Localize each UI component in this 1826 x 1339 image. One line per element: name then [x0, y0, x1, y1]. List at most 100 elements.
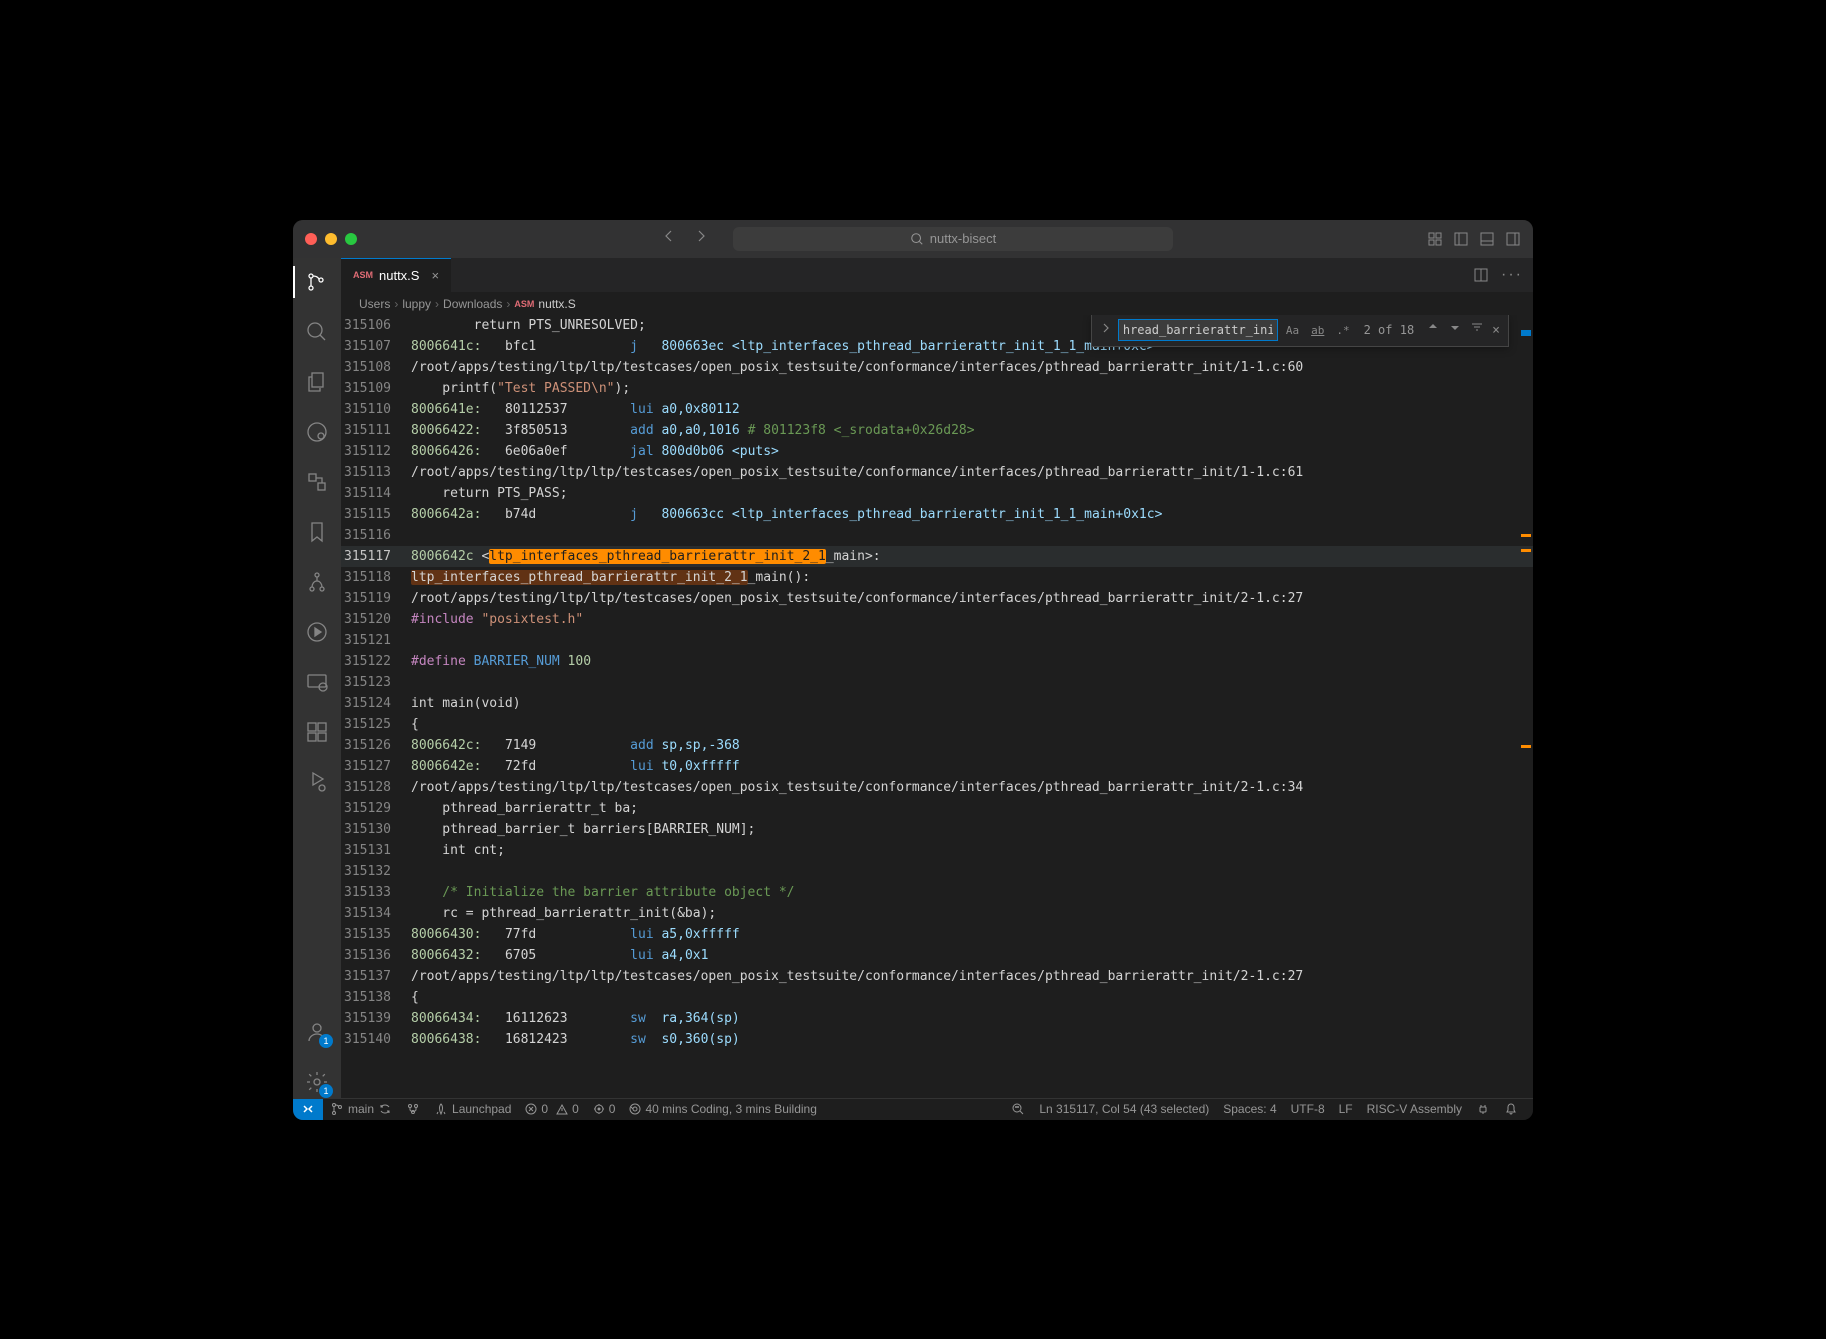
code-line[interactable]: 315132: [341, 861, 1533, 882]
code-line[interactable]: 31513980066434: 16112623 sw ra,364(sp): [341, 1008, 1533, 1029]
find-word-icon[interactable]: ab: [1307, 318, 1328, 343]
nav-forward[interactable]: [689, 224, 713, 253]
nav-back[interactable]: [657, 224, 681, 253]
files-icon[interactable]: [293, 366, 341, 398]
scroll-indicator[interactable]: [1519, 315, 1533, 1098]
code-line[interactable]: 3151268006642c: 7149 add sp,sp,-368: [341, 735, 1533, 756]
timing[interactable]: 40 mins Coding, 3 mins Building: [622, 1099, 823, 1120]
find-input[interactable]: [1118, 319, 1278, 341]
find-filter-icon[interactable]: [1468, 318, 1486, 343]
feedback-icon[interactable]: [1004, 1099, 1032, 1120]
code-line[interactable]: 315128/root/apps/testing/ltp/ltp/testcas…: [341, 777, 1533, 798]
line-number: 315119: [341, 588, 411, 609]
code-line[interactable]: 315109 printf("Test PASSED\n");: [341, 378, 1533, 399]
file-lang-badge: ASM: [353, 270, 373, 280]
code-line[interactable]: 315116: [341, 525, 1533, 546]
code-line[interactable]: 315133 /* Initialize the barrier attribu…: [341, 882, 1533, 903]
breadcrumb-segment[interactable]: Users: [359, 297, 390, 311]
remote-icon[interactable]: [293, 416, 341, 448]
bell-icon[interactable]: [1497, 1099, 1525, 1120]
code-line[interactable]: 3151108006641e: 80112537 lui a0,0x80112: [341, 399, 1533, 420]
git-branch[interactable]: main: [323, 1099, 399, 1120]
bookmark-icon[interactable]: [293, 516, 341, 548]
code-line[interactable]: 315129 pthread_barrierattr_t ba;: [341, 798, 1533, 819]
code-line[interactable]: 315121: [341, 630, 1533, 651]
git-tree-icon[interactable]: [293, 566, 341, 598]
line-number: 315139: [341, 1008, 411, 1029]
search-activity-icon[interactable]: [293, 316, 341, 348]
breadcrumbs[interactable]: Users›luppy›Downloads›ASM nuttx.S: [341, 293, 1533, 315]
source-control-icon[interactable]: [293, 466, 341, 498]
code-line[interactable]: 31513580066430: 77fd lui a5,0xfffff: [341, 924, 1533, 945]
find-close-icon[interactable]: ×: [1490, 318, 1502, 343]
breadcrumb-file[interactable]: nuttx.S: [538, 297, 575, 311]
split-editor-icon[interactable]: [1473, 267, 1489, 283]
accounts-icon[interactable]: 1: [293, 1016, 341, 1048]
problems[interactable]: 00: [518, 1099, 585, 1120]
debug-icon[interactable]: [293, 616, 341, 648]
breadcrumb-sep: ›: [435, 297, 439, 311]
git-graph-icon[interactable]: [399, 1099, 427, 1120]
more-actions-icon[interactable]: ···: [1501, 266, 1523, 284]
code-line[interactable]: 31511180066422: 3f850513 add a0,a0,1016 …: [341, 420, 1533, 441]
indentation[interactable]: Spaces: 4: [1216, 1099, 1283, 1120]
ports[interactable]: 0: [586, 1099, 623, 1120]
layout-grid-icon[interactable]: [1427, 231, 1443, 247]
code-line[interactable]: 315134 rc = pthread_barrierattr_init(&ba…: [341, 903, 1533, 924]
code-line[interactable]: 315137/root/apps/testing/ltp/ltp/testcas…: [341, 966, 1533, 987]
cursor-position[interactable]: Ln 315117, Col 54 (43 selected): [1032, 1099, 1216, 1120]
layout-panel-icon[interactable]: [1479, 231, 1495, 247]
code-line[interactable]: 315122#define BARRIER_NUM 100: [341, 651, 1533, 672]
breadcrumb-lang: ASM: [514, 299, 534, 309]
titlebar: nuttx-bisect: [293, 220, 1533, 258]
code-line[interactable]: 315120#include "posixtest.h": [341, 609, 1533, 630]
language-mode[interactable]: RISC-V Assembly: [1360, 1099, 1469, 1120]
remote-explorer-icon[interactable]: [293, 666, 341, 698]
code-line[interactable]: 3151178006642c <ltp_interfaces_pthread_b…: [341, 546, 1533, 567]
command-center[interactable]: nuttx-bisect: [733, 227, 1173, 251]
find-next-icon[interactable]: [1446, 318, 1464, 343]
code-line[interactable]: 315125{: [341, 714, 1533, 735]
settings-gear-icon[interactable]: 1: [293, 1066, 341, 1098]
window-minimize[interactable]: [325, 233, 337, 245]
find-expand-icon[interactable]: [1098, 318, 1114, 343]
breadcrumb-segment[interactable]: luppy: [402, 297, 431, 311]
plug-icon[interactable]: [1469, 1099, 1497, 1120]
layout-sidebar-left-icon[interactable]: [1453, 231, 1469, 247]
code-line[interactable]: 315124int main(void): [341, 693, 1533, 714]
code-line[interactable]: 315131 int cnt;: [341, 840, 1533, 861]
code-line[interactable]: 315118ltp_interfaces_pthread_barrierattr…: [341, 567, 1533, 588]
editor-tab[interactable]: ASM nuttx.S ×: [341, 258, 451, 292]
launchpad[interactable]: Launchpad: [427, 1099, 518, 1120]
tab-bar: ASM nuttx.S × ···: [341, 258, 1533, 293]
find-prev-icon[interactable]: [1424, 318, 1442, 343]
extensions-icon[interactable]: [293, 716, 341, 748]
find-regex-icon[interactable]: .*: [1332, 318, 1353, 343]
code-line[interactable]: 315123: [341, 672, 1533, 693]
code-line[interactable]: 3151158006642a: b74d j 800663cc <ltp_int…: [341, 504, 1533, 525]
code-line[interactable]: 315114 return PTS_PASS;: [341, 483, 1533, 504]
code-line[interactable]: 315130 pthread_barrier_t barriers[BARRIE…: [341, 819, 1533, 840]
code-editor[interactable]: Aa ab .* 2 of 18 × 315106 return PTS_UNR…: [341, 315, 1533, 1098]
breadcrumb-segment[interactable]: Downloads: [443, 297, 502, 311]
code-line[interactable]: 31511280066426: 6e06a0ef jal 800d0b06 <p…: [341, 441, 1533, 462]
testing-icon[interactable]: [293, 766, 341, 798]
code-line[interactable]: 315138{: [341, 987, 1533, 1008]
code-line[interactable]: 31513680066432: 6705 lui a4,0x1: [341, 945, 1533, 966]
code-line[interactable]: 31514080066438: 16812423 sw s0,360(sp): [341, 1029, 1533, 1050]
sync-icon[interactable]: [378, 1102, 392, 1116]
remote-indicator[interactable]: [293, 1099, 323, 1120]
encoding[interactable]: UTF-8: [1284, 1099, 1332, 1120]
window-close[interactable]: [305, 233, 317, 245]
line-content: return PTS_UNRESOLVED;: [411, 315, 646, 336]
window-maximize[interactable]: [345, 233, 357, 245]
code-line[interactable]: 315113/root/apps/testing/ltp/ltp/testcas…: [341, 462, 1533, 483]
code-line[interactable]: 315108/root/apps/testing/ltp/ltp/testcas…: [341, 357, 1533, 378]
explorer-icon[interactable]: [293, 266, 341, 298]
eol[interactable]: LF: [1332, 1099, 1360, 1120]
tab-close-icon[interactable]: ×: [431, 268, 439, 283]
code-line[interactable]: 3151278006642e: 72fd lui t0,0xfffff: [341, 756, 1533, 777]
layout-sidebar-right-icon[interactable]: [1505, 231, 1521, 247]
find-case-icon[interactable]: Aa: [1282, 318, 1303, 343]
code-line[interactable]: 315119/root/apps/testing/ltp/ltp/testcas…: [341, 588, 1533, 609]
